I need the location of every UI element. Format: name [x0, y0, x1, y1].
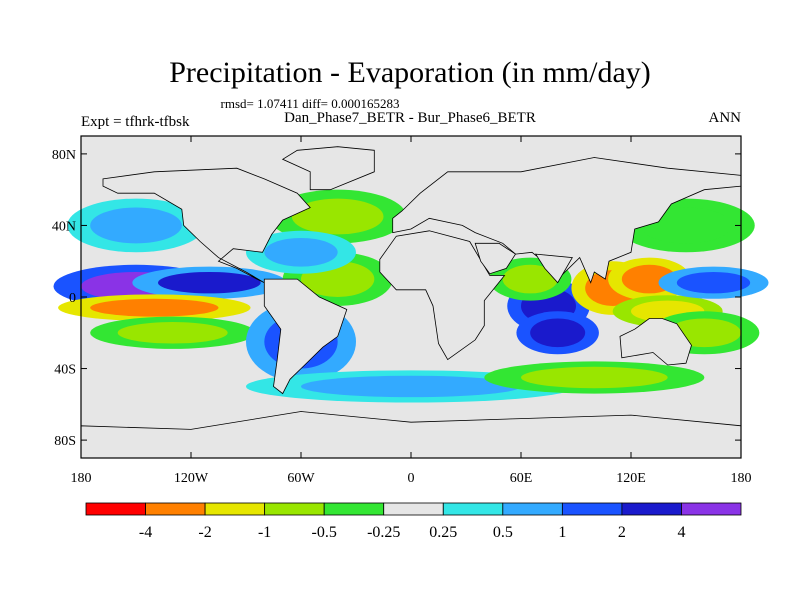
x-axis: 180 120W 60W 0 60E 120E 180 — [71, 136, 752, 486]
colorbar-box — [204, 502, 266, 516]
colorbar-box — [323, 502, 385, 516]
colorbar-label: 4 — [677, 524, 685, 541]
colorbar-box — [442, 502, 504, 516]
colorbar-label: -4 — [139, 524, 152, 541]
colorbar-box — [681, 502, 742, 516]
colorbar-label: -0.25 — [367, 524, 400, 541]
land-south-america — [263, 278, 348, 395]
colorbar-label: 0.5 — [493, 524, 513, 541]
y-tick-label: 80S — [54, 434, 76, 449]
land-north-america — [102, 167, 311, 284]
field-cell-9 — [530, 318, 586, 348]
stats-line: rmsd= 1.07411 diff= 0.000165283 — [221, 96, 400, 111]
x-tick-label: 60W — [287, 471, 315, 486]
colorbar-label: -2 — [198, 524, 211, 541]
field-cell-1 — [158, 271, 261, 294]
field-cell-18 — [640, 207, 732, 244]
land-africa — [379, 230, 506, 361]
colorbar-box — [85, 502, 146, 516]
x-tick-label: 0 — [408, 471, 415, 486]
chart-subtitle: Dan_Phase7_BETR - Bur_Phase6_BETR — [284, 110, 536, 126]
field-cell-2 — [90, 298, 219, 317]
y-tick-label: 40S — [54, 363, 76, 378]
colorbar-box — [561, 502, 623, 516]
colorbar-label: 1 — [558, 524, 566, 541]
land-europe-asia — [392, 157, 742, 284]
y-axis: 80N 40N 0 40S 80S — [52, 148, 741, 449]
colorbar-label: 0.25 — [429, 524, 457, 541]
colorbar-label: 2 — [618, 524, 626, 541]
colorbar-box — [145, 502, 206, 516]
chart-title: Precipitation - Evaporation (in mm/day) — [169, 56, 651, 89]
land-arabia — [474, 242, 517, 275]
land-india-sea — [534, 253, 573, 284]
x-tick-label: 180 — [71, 471, 92, 486]
field-cell-14 — [676, 271, 751, 294]
land-australia — [619, 318, 692, 366]
x-tick-label: 60E — [510, 471, 533, 486]
land-mask — [80, 146, 742, 459]
field-cell-19 — [264, 237, 338, 267]
colorbar-box — [264, 502, 325, 516]
y-tick-label: 80N — [52, 148, 76, 163]
colorbar: -4 -2 -1 -0.5 -0.25 0.25 0.5 1 2 4 — [85, 502, 742, 541]
land-greenland — [281, 146, 375, 191]
x-tick-label: 120W — [174, 471, 209, 486]
colorbar-box — [502, 502, 563, 516]
colorbar-box — [621, 502, 682, 516]
field-cell-10 — [502, 264, 558, 294]
colorbar-label: -0.5 — [312, 524, 337, 541]
x-tick-label: 120E — [616, 471, 646, 486]
field-cell-17 — [521, 366, 668, 389]
field-cell-3 — [117, 322, 228, 344]
y-tick-label: 40N — [52, 219, 76, 234]
field-cell-16 — [301, 375, 521, 398]
field-cell-7 — [291, 198, 384, 235]
y-tick-label: 0 — [69, 291, 76, 306]
x-tick-label: 180 — [731, 471, 752, 486]
field-cell-6 — [90, 207, 182, 244]
colorbar-box — [383, 502, 444, 516]
left-label: Expt = tfhrk-tfbsk — [81, 114, 190, 130]
colorbar-label: -1 — [258, 524, 271, 541]
right-label: ANN — [709, 110, 742, 126]
